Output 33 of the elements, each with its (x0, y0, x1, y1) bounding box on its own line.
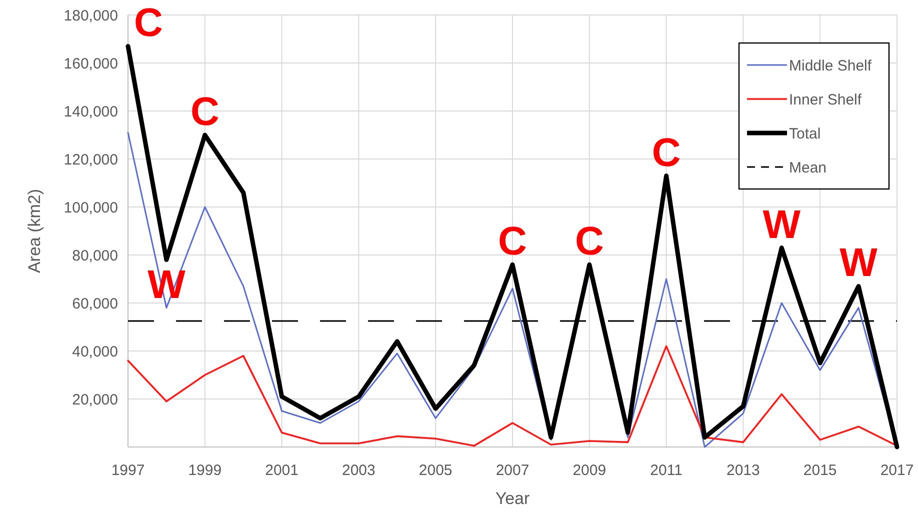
annotation: W (762, 202, 801, 247)
legend-label: Mean (789, 159, 827, 176)
annotation: W (840, 241, 878, 286)
y-tick-label: 80,000 (72, 247, 118, 264)
annotation: C (190, 90, 220, 134)
legend-label: Total (789, 125, 821, 142)
annotation: C (652, 130, 681, 175)
y-tick-label: 20,000 (72, 391, 118, 408)
y-tick-label: 120,000 (64, 151, 118, 168)
x-tick-label: 1997 (111, 462, 145, 479)
y-tick-label: 60,000 (72, 295, 118, 312)
x-tick-label: 2005 (418, 462, 452, 479)
x-tick-label: 2001 (265, 462, 298, 479)
y-tick-label: 100,000 (64, 199, 118, 216)
x-tick-label: 2011 (650, 462, 682, 479)
x-tick-label: 1999 (188, 462, 222, 479)
annotation: C (498, 220, 527, 264)
x-tick-label: 2007 (496, 462, 530, 479)
legend-label: Middle Shelf (789, 57, 872, 74)
y-tick-label: 180,000 (64, 7, 118, 24)
x-tick-label: 2003 (342, 462, 376, 479)
legend-label: Inner Shelf (789, 91, 862, 108)
y-tick-label: 40,000 (72, 343, 118, 360)
annotation: C (574, 220, 604, 264)
x-tick-label: 2017 (880, 462, 914, 479)
x-axis-title: Year (495, 489, 530, 508)
annotation: C (134, 1, 163, 46)
y-tick-label: 160,000 (64, 55, 118, 72)
y-axis-title: Area (km2) (25, 188, 44, 274)
x-tick-label: 2013 (726, 462, 760, 479)
y-tick-label: 140,000 (64, 103, 118, 120)
x-tick-label: 2015 (803, 462, 837, 479)
x-tick-label: 2009 (572, 462, 606, 479)
